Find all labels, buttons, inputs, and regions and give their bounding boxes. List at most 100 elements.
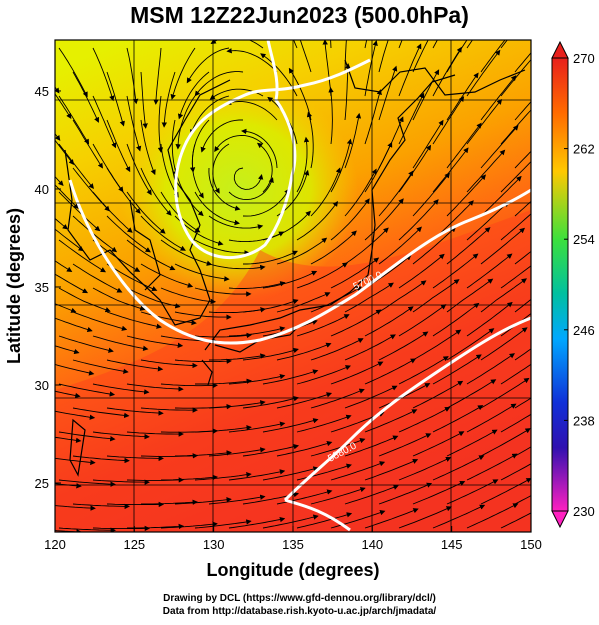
- credits: Drawing by DCL (https://www.gfd-dennou.o…: [0, 592, 599, 618]
- streamline: [208, 263, 266, 271]
- credit-line-drawing: Drawing by DCL (https://www.gfd-dennou.o…: [163, 593, 436, 604]
- streamline: [55, 228, 84, 252]
- y-tick-label: 35: [35, 280, 49, 295]
- streamline: [195, 378, 252, 385]
- streamline: [412, 40, 429, 73]
- streamline: [276, 392, 333, 409]
- streamline: [432, 354, 482, 385]
- streamline: [55, 317, 93, 333]
- streamline: [140, 263, 194, 288]
- streamline: [58, 47, 88, 98]
- streamline: [58, 527, 116, 532]
- streamline: [296, 314, 350, 337]
- streamline: [194, 471, 252, 481]
- x-tick-label: 130: [203, 537, 225, 552]
- streamline: [58, 383, 116, 397]
- streamline: [480, 124, 519, 169]
- streamline: [378, 170, 414, 217]
- streamline: [398, 253, 445, 289]
- streamline: [92, 95, 117, 149]
- streamline: [398, 506, 452, 529]
- streamline: [55, 175, 64, 186]
- streamline: [92, 431, 150, 440]
- streamline: [514, 200, 531, 217]
- streamline: [480, 40, 506, 73]
- streamline: [55, 457, 96, 466]
- streamline: [276, 237, 328, 265]
- streamline: [412, 329, 462, 361]
- streamline: [243, 250, 298, 265]
- streamline: [500, 109, 531, 145]
- streamline: [514, 397, 531, 409]
- streamline: [194, 332, 252, 339]
- colorbar: 270 262 254 246 238 230: [551, 40, 595, 529]
- colorbar-tick-label: 238: [573, 413, 595, 428]
- streamline: [446, 174, 487, 217]
- streamline: [296, 136, 310, 193]
- streamline: [412, 172, 450, 217]
- streamline: [432, 253, 479, 289]
- streamline: [344, 227, 389, 265]
- streamline: [310, 388, 365, 409]
- streamline: [330, 510, 386, 529]
- streamline: [106, 359, 164, 372]
- streamline: [161, 71, 176, 128]
- streamline: [242, 396, 300, 409]
- streamline: [330, 138, 353, 193]
- streamline: [228, 281, 286, 289]
- streamline: [514, 446, 531, 457]
- streamline: [55, 364, 95, 376]
- streamline: [242, 347, 299, 361]
- streamline: [106, 501, 165, 508]
- streamline: [500, 512, 531, 529]
- streamline: [208, 167, 241, 211]
- streamline: [55, 273, 89, 294]
- credit-line-data: Data from http://database.rish.kyoto-u.a…: [162, 606, 437, 617]
- streamline: [432, 455, 485, 481]
- streamline: [296, 365, 352, 385]
- streamline: [500, 312, 531, 337]
- streamline: [310, 338, 364, 361]
- streamline: [55, 390, 81, 399]
- streamline: [480, 477, 531, 505]
- streamline: [194, 239, 250, 256]
- streamline: [194, 519, 252, 529]
- streamline: [364, 358, 417, 385]
- streamline: [310, 487, 366, 505]
- streamline: [500, 413, 531, 433]
- streamline: [378, 65, 398, 121]
- streamline: [398, 356, 449, 385]
- streamline: [514, 250, 531, 265]
- streamline: [330, 309, 382, 337]
- streamline: [480, 278, 527, 313]
- streamline: [157, 95, 164, 153]
- streamline: [58, 287, 111, 313]
- streamline: [480, 327, 528, 361]
- colorbar-tick-label: 254: [573, 232, 595, 247]
- streamline: [126, 287, 181, 309]
- streamline: [171, 119, 179, 177]
- streamline: [446, 122, 482, 169]
- streamline: [328, 87, 334, 145]
- streamline: [175, 95, 196, 150]
- streamline: [58, 335, 114, 353]
- streamline: [174, 311, 232, 320]
- streamline: [364, 508, 419, 529]
- streamline: [364, 306, 414, 337]
- x-axis: 120 125 130 135 140 145 150: [44, 526, 542, 552]
- streamline: [174, 497, 232, 505]
- chart-title: MSM 12Z22Jun2023 (500.0hPa): [130, 2, 469, 28]
- streamline: [225, 99, 278, 121]
- streamline: [480, 428, 531, 457]
- streamline: [55, 410, 96, 420]
- streamline: [466, 301, 513, 337]
- streamline: [466, 503, 519, 529]
- streamline: [446, 379, 497, 409]
- streamline: [330, 461, 386, 481]
- streamline: [126, 191, 166, 234]
- streamline: [126, 143, 152, 196]
- streamline: [446, 429, 498, 457]
- streamline: [160, 239, 213, 266]
- streamline: [344, 334, 396, 361]
